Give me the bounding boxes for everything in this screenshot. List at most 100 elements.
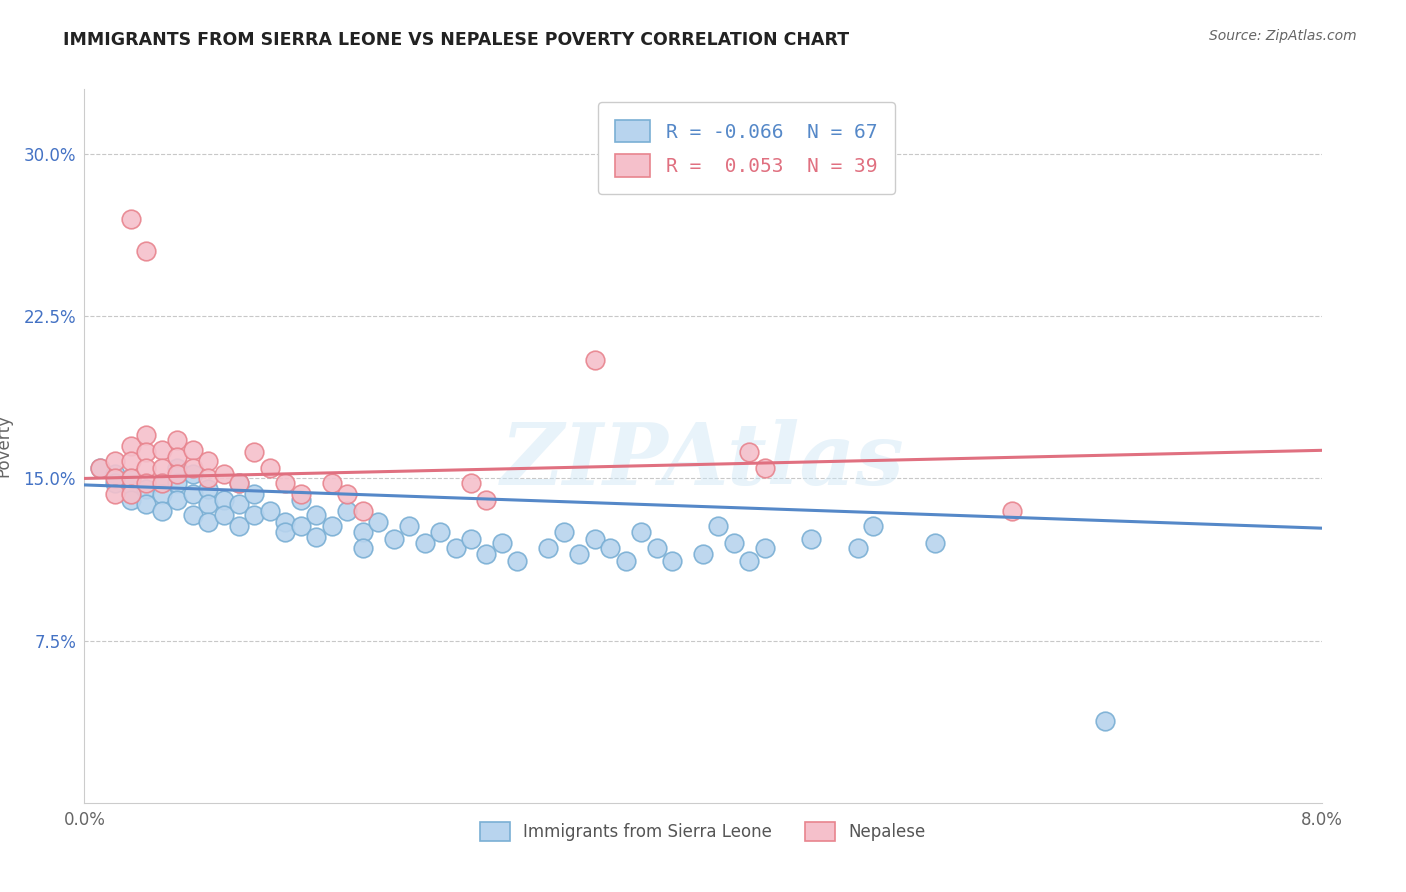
Point bbox=[104, 471, 127, 485]
Point bbox=[568, 547, 591, 561]
Point bbox=[290, 519, 312, 533]
Point bbox=[553, 525, 575, 540]
Point bbox=[862, 519, 884, 533]
Point bbox=[212, 493, 235, 508]
Point bbox=[135, 428, 157, 442]
Point bbox=[382, 532, 405, 546]
Legend: Immigrants from Sierra Leone, Nepalese: Immigrants from Sierra Leone, Nepalese bbox=[474, 815, 932, 848]
Point bbox=[723, 536, 745, 550]
Point bbox=[181, 467, 204, 482]
Point bbox=[290, 493, 312, 508]
Text: ZIPAtlas: ZIPAtlas bbox=[501, 418, 905, 502]
Point bbox=[305, 530, 328, 544]
Point bbox=[197, 482, 219, 496]
Point bbox=[166, 433, 188, 447]
Text: IMMIGRANTS FROM SIERRA LEONE VS NEPALESE POVERTY CORRELATION CHART: IMMIGRANTS FROM SIERRA LEONE VS NEPALESE… bbox=[63, 31, 849, 49]
Text: Source: ZipAtlas.com: Source: ZipAtlas.com bbox=[1209, 29, 1357, 43]
Point bbox=[645, 541, 668, 555]
Point bbox=[135, 460, 157, 475]
Point bbox=[135, 482, 157, 496]
Point bbox=[228, 497, 250, 511]
Point bbox=[166, 460, 188, 475]
Point bbox=[506, 553, 529, 567]
Point bbox=[243, 508, 266, 523]
Point bbox=[228, 475, 250, 490]
Point bbox=[583, 352, 606, 367]
Point bbox=[212, 467, 235, 482]
Point bbox=[537, 541, 560, 555]
Point bbox=[429, 525, 451, 540]
Point bbox=[181, 486, 204, 500]
Point bbox=[104, 467, 127, 482]
Point bbox=[150, 504, 173, 518]
Point bbox=[197, 471, 219, 485]
Point bbox=[228, 475, 250, 490]
Point bbox=[120, 454, 142, 468]
Point bbox=[305, 508, 328, 523]
Point bbox=[150, 486, 173, 500]
Point bbox=[135, 244, 157, 259]
Point bbox=[259, 504, 281, 518]
Point bbox=[738, 553, 761, 567]
Point bbox=[120, 486, 142, 500]
Point bbox=[150, 475, 173, 490]
Point bbox=[243, 486, 266, 500]
Point bbox=[274, 525, 297, 540]
Point bbox=[104, 486, 127, 500]
Point bbox=[475, 547, 498, 561]
Point bbox=[460, 532, 482, 546]
Point bbox=[135, 475, 157, 490]
Point bbox=[135, 497, 157, 511]
Point bbox=[290, 486, 312, 500]
Point bbox=[707, 519, 730, 533]
Point bbox=[181, 443, 204, 458]
Point bbox=[692, 547, 714, 561]
Point bbox=[352, 504, 374, 518]
Point bbox=[924, 536, 946, 550]
Point bbox=[166, 475, 188, 490]
Point bbox=[274, 475, 297, 490]
Point bbox=[583, 532, 606, 546]
Point bbox=[367, 515, 389, 529]
Point bbox=[274, 515, 297, 529]
Point bbox=[243, 445, 266, 459]
Point bbox=[197, 515, 219, 529]
Point bbox=[413, 536, 436, 550]
Point bbox=[197, 497, 219, 511]
Point bbox=[398, 519, 420, 533]
Point bbox=[89, 460, 111, 475]
Point bbox=[754, 460, 776, 475]
Point bbox=[150, 443, 173, 458]
Point bbox=[491, 536, 513, 550]
Point bbox=[352, 525, 374, 540]
Point bbox=[460, 475, 482, 490]
Point bbox=[336, 504, 359, 518]
Point bbox=[1001, 504, 1024, 518]
Point bbox=[352, 541, 374, 555]
Point bbox=[135, 445, 157, 459]
Point bbox=[104, 475, 127, 490]
Point bbox=[321, 519, 343, 533]
Point bbox=[800, 532, 823, 546]
Point bbox=[336, 486, 359, 500]
Point bbox=[444, 541, 467, 555]
Point bbox=[120, 471, 142, 485]
Point bbox=[120, 471, 142, 485]
Point bbox=[89, 460, 111, 475]
Point bbox=[738, 445, 761, 459]
Point bbox=[120, 486, 142, 500]
Point bbox=[259, 460, 281, 475]
Point bbox=[120, 211, 142, 226]
Point bbox=[150, 475, 173, 490]
Point bbox=[1094, 714, 1116, 728]
Point bbox=[754, 541, 776, 555]
Point bbox=[614, 553, 637, 567]
Point bbox=[197, 454, 219, 468]
Point bbox=[181, 460, 204, 475]
Point bbox=[846, 541, 869, 555]
Point bbox=[228, 519, 250, 533]
Point bbox=[166, 467, 188, 482]
Point bbox=[181, 508, 204, 523]
Point bbox=[150, 460, 173, 475]
Point bbox=[599, 541, 621, 555]
